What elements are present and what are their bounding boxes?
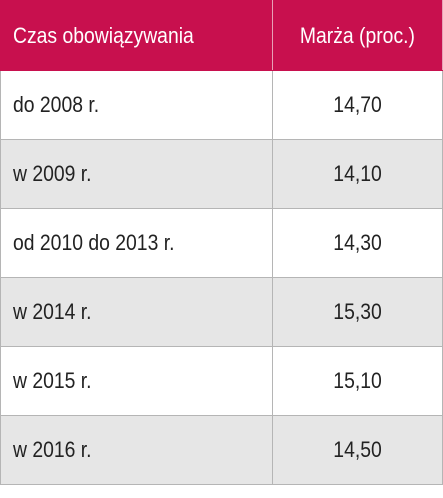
table-cell-text: 15,30 [333, 299, 382, 324]
table-cell: 14,50 [272, 415, 443, 485]
table-cell: 15,10 [272, 346, 443, 416]
table-cell: w 2016 r. [0, 415, 273, 485]
header-cell: Czas obowiązywania [0, 0, 273, 71]
table-cell: do 2008 r. [0, 70, 273, 140]
table-cell-text: 14,50 [333, 437, 382, 462]
table-row: w 2015 r. 15,10 [0, 346, 443, 416]
table-cell-text: 15,10 [333, 368, 382, 393]
table-cell-text: 14,30 [333, 230, 382, 255]
table-cell: 14,30 [272, 208, 443, 278]
header-row: Czas obowiązywania Marża (proc.) [0, 0, 443, 71]
table-row: od 2010 do 2013 r. 14,30 [0, 208, 443, 278]
table-cell-text: od 2010 do 2013 r. [13, 230, 175, 255]
header-cell-text: Czas obowiązywania [13, 22, 194, 48]
table-row: w 2009 r. 14,10 [0, 139, 443, 209]
table-row: w 2014 r. 15,30 [0, 277, 443, 347]
table-cell-text: w 2015 r. [13, 368, 92, 393]
table-row: w 2016 r. 14,50 [0, 415, 443, 485]
header-cell-text: Marża (proc.) [299, 22, 416, 48]
header-cell: Marża (proc.) [272, 0, 443, 71]
table-body: do 2008 r. 14,70 w 2009 r. 14,10 od 2010 do … [0, 70, 443, 485]
table-cell-text: w 2009 r. [13, 161, 92, 186]
table-cell: od 2010 do 2013 r. [0, 208, 273, 278]
margin-table: Czas obowiązywania Marża (proc.) do 2008 … [0, 0, 443, 485]
table-cell-text: do 2008 r. [13, 92, 100, 117]
table-cell: 14,10 [272, 139, 443, 209]
table-cell-text: 14,10 [333, 161, 382, 186]
table-cell: w 2014 r. [0, 277, 273, 347]
table-cell: 14,70 [272, 70, 443, 140]
table-cell-text: w 2014 r. [13, 299, 92, 324]
table-cell: w 2009 r. [0, 139, 273, 209]
table-cell: 15,30 [272, 277, 443, 347]
table-row: do 2008 r. 14,70 [0, 70, 443, 140]
table-cell-text: 14,70 [333, 92, 382, 117]
table-cell-text: w 2016 r. [13, 437, 92, 462]
table-cell: w 2015 r. [0, 346, 273, 416]
table-header: Czas obowiązywania Marża (proc.) [0, 0, 443, 71]
